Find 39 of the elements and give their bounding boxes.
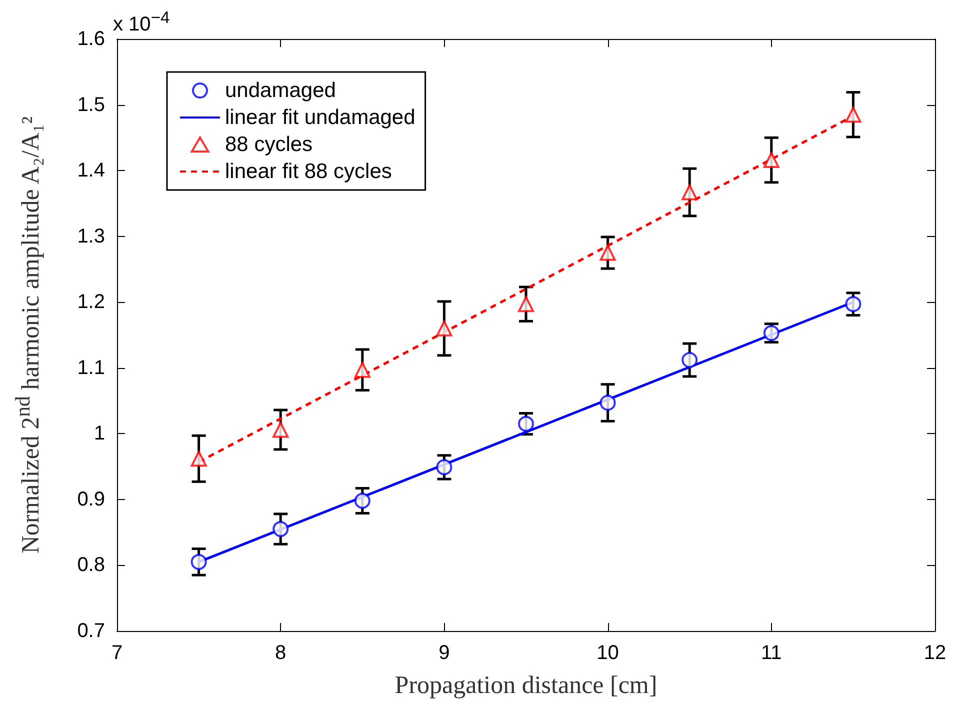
y-tick-label: 1.4 [77, 160, 105, 182]
legend-label: undamaged [225, 79, 336, 102]
y-tick-label: 1.2 [77, 291, 105, 314]
point [600, 244, 616, 261]
point [354, 492, 370, 509]
y-tick-label: 1.3 [77, 225, 105, 248]
point [190, 554, 207, 570]
x-tick-label: 11 [761, 642, 782, 664]
point [518, 416, 534, 432]
x-axis-title: Propagation distance [cm] [394, 672, 658, 700]
point [354, 362, 370, 378]
point [272, 521, 289, 538]
legend-label: 88 cycles [225, 133, 313, 156]
x-tick-label: 12 [924, 642, 946, 664]
point [682, 352, 698, 368]
legend-label: linear fit undamaged [225, 106, 416, 129]
y-tick-label: 0.8 [77, 554, 105, 576]
point [682, 184, 698, 200]
point [272, 422, 289, 438]
point [436, 320, 452, 336]
point [763, 152, 780, 168]
x-tick-label: 7 [111, 642, 123, 664]
x-tick-label: 10 [596, 642, 619, 664]
y-tick-label: 1.6 [77, 28, 105, 50]
x-tick-label: 8 [275, 642, 286, 664]
point [600, 394, 616, 411]
y-tick-label: 1.1 [77, 356, 105, 379]
point [436, 459, 452, 476]
y-tick-label: 1 [94, 422, 105, 445]
y-tick-label: 1.5 [77, 94, 105, 116]
point [845, 106, 862, 123]
text: x 10$^{−4}$ [113, 8, 170, 37]
point [845, 296, 862, 312]
point [190, 450, 207, 467]
point [518, 296, 534, 312]
y-tick-label: 0.9 [77, 488, 105, 510]
y-tick-label: 0.7 [77, 620, 105, 642]
x-tick-label: 9 [438, 642, 450, 664]
legend-label: linear fit 88 cycles [225, 160, 392, 183]
